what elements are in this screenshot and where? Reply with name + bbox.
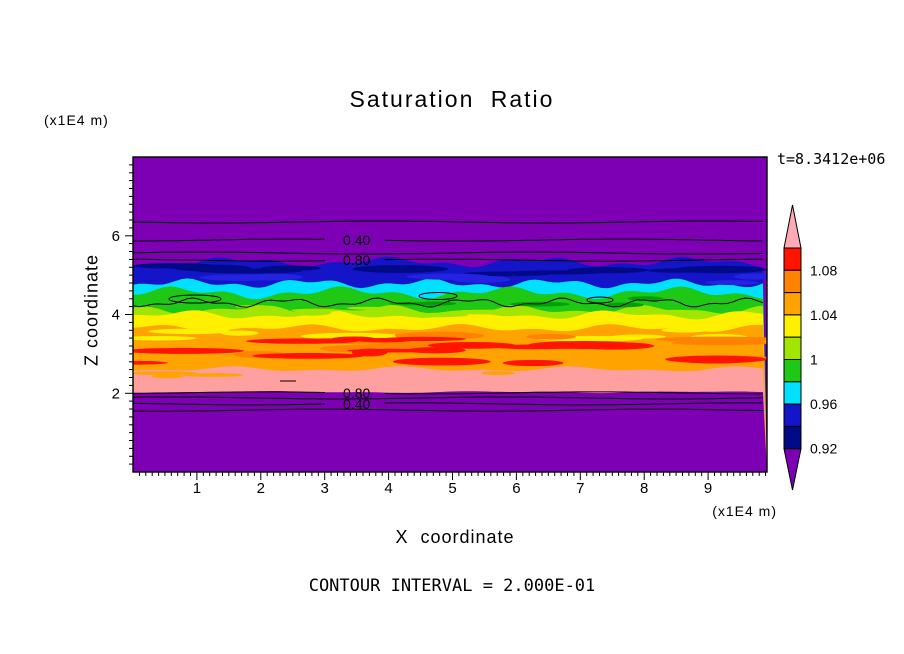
colorbar-tick-label: 1	[810, 352, 818, 368]
y-tick-label: 6	[112, 228, 120, 245]
contour-label: 0.40	[343, 396, 370, 412]
contour-label: 0.40	[343, 232, 370, 248]
colorbar-segment	[783, 359, 802, 383]
contour-lines	[133, 220, 764, 412]
x-axis-label: X coordinate	[395, 527, 515, 547]
x-tick-label: 6	[512, 480, 520, 497]
x-tick-label: 2	[257, 480, 265, 497]
colorbar-tick-label: 1.08	[810, 262, 837, 278]
colorbar-arrow-up	[783, 204, 802, 249]
x-tick-label: 9	[704, 480, 712, 497]
x-axis-units-label: (x1E4 m)	[712, 503, 777, 519]
colorbar-segment	[783, 336, 802, 361]
colorbar-tick-label: 0.96	[810, 396, 837, 412]
time-annotation: t=8.3412e+06	[777, 150, 886, 168]
contour-label: 0.80	[343, 385, 370, 401]
chart-title: Saturation Ratio	[349, 86, 555, 112]
y-tick-label: 2	[112, 385, 120, 402]
x-tick-label: 1	[193, 480, 201, 497]
colorbar-segment	[783, 403, 802, 427]
colorbar-tick-label: 0.92	[810, 441, 837, 457]
y-axis-units-label: (x1E4 m)	[44, 112, 109, 128]
contour-labels: 0.400.800.800.40	[343, 232, 370, 412]
colorbar-segment	[783, 425, 802, 450]
x-tick-label: 5	[448, 480, 456, 497]
colorbar-arrow-down	[783, 448, 802, 491]
colorbar-tick-label: 1.04	[810, 307, 837, 323]
x-tick-label: 7	[576, 480, 584, 497]
colorbar-segment	[783, 292, 802, 316]
colorbar-segment	[783, 381, 802, 405]
contour-fill	[133, 157, 767, 472]
contour-interval-note: CONTOUR INTERVAL = 2.000E-01	[308, 576, 596, 596]
colorbar: 1.08 1.04 1 0.96 0.92	[783, 204, 837, 491]
colorbar-segment	[783, 247, 802, 271]
axis-ticks	[125, 164, 767, 480]
x-tick-label: 3	[321, 480, 329, 497]
colorbar-segment	[783, 314, 802, 338]
colorbar-segment	[783, 269, 802, 294]
contour-label: 0.80	[343, 252, 370, 268]
y-tick-label: 4	[112, 307, 120, 324]
x-tick-label: 4	[384, 480, 392, 497]
tick-labels: 1 2 3 4 5 6 7 8 9 2 4 6	[112, 228, 713, 497]
x-tick-label: 8	[640, 480, 648, 497]
